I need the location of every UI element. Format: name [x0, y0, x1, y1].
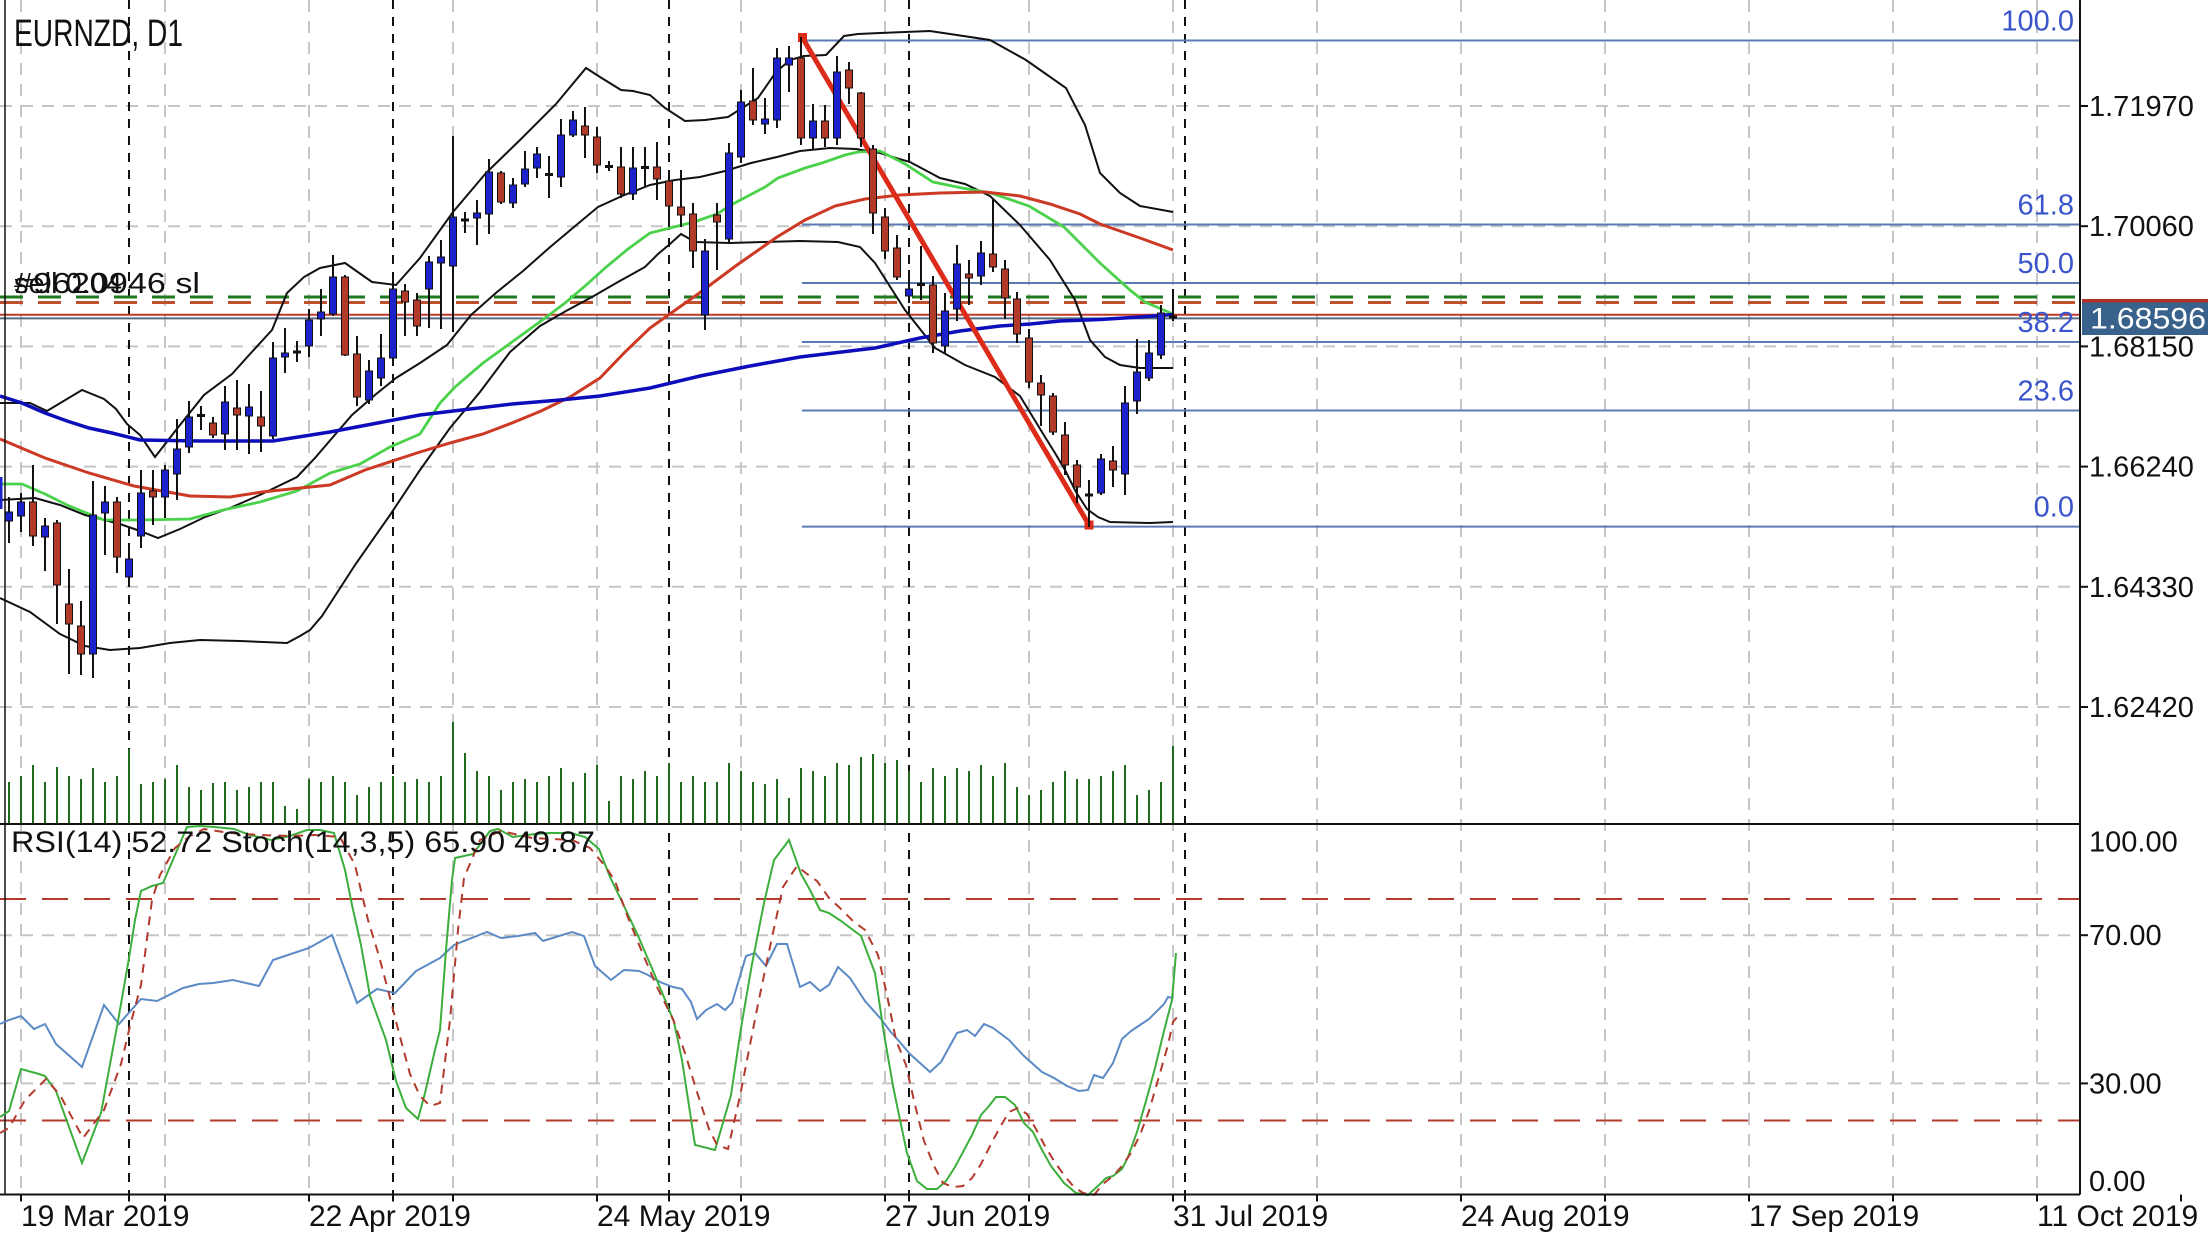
svg-text:38.2: 38.2	[2018, 307, 2074, 339]
svg-text:0.00: 0.00	[2089, 1166, 2145, 1198]
svg-text:61.8: 61.8	[2018, 190, 2074, 222]
svg-text:RSI(14) 52.72 Stoch(14,3,5) 65: RSI(14) 52.72 Stoch(14,3,5) 65.90 49.87	[11, 826, 595, 859]
svg-text:50.0: 50.0	[2018, 248, 2074, 280]
svg-text:27 Jun 2019: 27 Jun 2019	[885, 1200, 1050, 1233]
svg-text:1.62420: 1.62420	[2089, 692, 2194, 724]
svg-text:1.70060: 1.70060	[2089, 211, 2194, 243]
svg-text:1.68596: 1.68596	[2090, 303, 2206, 336]
svg-text:100.00: 100.00	[2089, 827, 2178, 859]
svg-text:sell 0.04: sell 0.04	[14, 268, 122, 300]
svg-text:0.0: 0.0	[2034, 492, 2074, 524]
svg-text:23.6: 23.6	[2018, 376, 2074, 408]
svg-text:#9620946 sl: #9620946 sl	[14, 268, 200, 300]
svg-text:1.66240: 1.66240	[2089, 452, 2194, 484]
svg-text:24 Aug 2019: 24 Aug 2019	[1461, 1200, 1630, 1233]
svg-text:70.00: 70.00	[2089, 920, 2162, 952]
svg-text:31 Jul 2019: 31 Jul 2019	[1173, 1200, 1328, 1233]
svg-text:1.64330: 1.64330	[2089, 572, 2194, 604]
svg-text:19 Mar 2019: 19 Mar 2019	[21, 1200, 189, 1233]
svg-text:22 Apr 2019: 22 Apr 2019	[309, 1200, 471, 1233]
svg-text:17 Sep 2019: 17 Sep 2019	[1749, 1200, 1919, 1233]
svg-text:24 May 2019: 24 May 2019	[597, 1200, 770, 1233]
svg-text:1.71970: 1.71970	[2089, 91, 2194, 123]
svg-text:30.00: 30.00	[2089, 1068, 2162, 1100]
svg-text:11 Oct 2019: 11 Oct 2019	[2037, 1200, 2198, 1233]
svg-text:100.0: 100.0	[2001, 6, 2074, 38]
svg-text:1.68150: 1.68150	[2089, 331, 2194, 363]
svg-text:EURNZD, D1: EURNZD, D1	[14, 13, 183, 55]
